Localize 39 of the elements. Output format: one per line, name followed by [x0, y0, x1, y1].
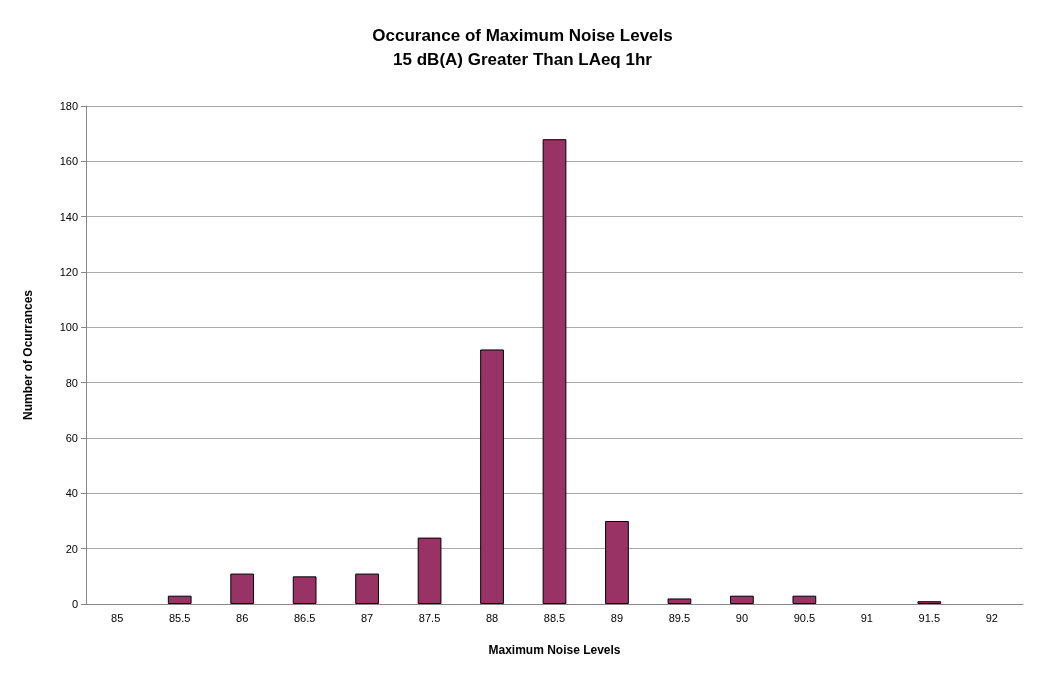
y-tick-label: 0: [71, 598, 78, 610]
y-tick-label: 60: [65, 432, 78, 444]
x-tick-label: 88.5: [543, 611, 566, 624]
y-tick-label: 20: [65, 542, 78, 555]
y-tick-label: 40: [65, 487, 78, 500]
bar: [480, 349, 504, 604]
y-axis-title: Number of Ocurrances: [21, 289, 35, 421]
x-tick-label: 86: [236, 611, 249, 624]
x-tick-label: 91.5: [918, 611, 941, 624]
x-tick-label: 89: [610, 611, 624, 624]
x-tick-label: 86.5: [293, 611, 316, 624]
bar: [230, 573, 255, 604]
x-tick-label: 85.5: [168, 611, 191, 624]
bar: [355, 573, 379, 604]
y-tick-label: 180: [59, 100, 78, 112]
bar: [667, 598, 692, 604]
y-tick-label: 80: [65, 376, 78, 389]
bar: [542, 139, 567, 604]
bar: [292, 576, 317, 604]
bar: [417, 537, 442, 604]
chart-title: Occurance of Maximum Noise Levels 15 dB(A) Greater Than LAeq 1hr: [372, 25, 673, 69]
x-tick-label: 85: [111, 611, 124, 624]
bar: [605, 521, 629, 604]
y-tick-label: 120: [59, 266, 78, 278]
x-tick-label: 92: [985, 611, 998, 624]
bar: [792, 595, 817, 604]
x-tick-label: 89.5: [668, 611, 691, 624]
bar: [730, 595, 754, 604]
y-tick-label: 160: [59, 155, 78, 168]
x-tick-label: 88: [485, 611, 499, 624]
x-tick-label: 87.5: [418, 611, 441, 624]
x-tick-label: 90.5: [793, 611, 816, 624]
x-tick-label: 90: [735, 611, 749, 624]
x-tick-label: 91: [860, 611, 873, 624]
x-axis-title: Maximum Noise Levels: [488, 643, 621, 657]
x-tick-label: 87: [360, 611, 374, 624]
y-tick-label: 140: [59, 210, 78, 223]
bar: [167, 595, 192, 604]
y-tick-label: 100: [59, 321, 78, 334]
